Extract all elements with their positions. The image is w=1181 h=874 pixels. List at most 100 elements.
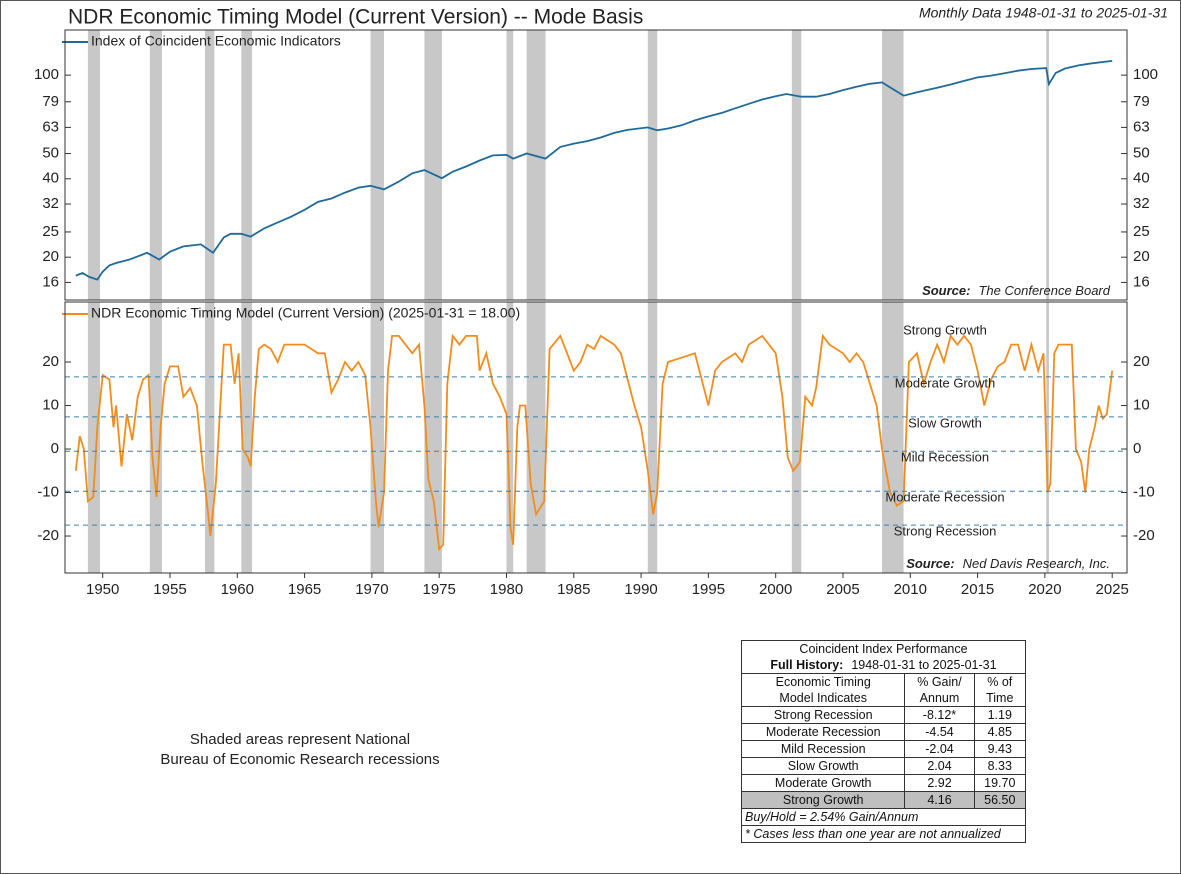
y-tick-label: 10 xyxy=(42,396,59,413)
recession-shade xyxy=(526,302,546,573)
table-cell: -8.12* xyxy=(904,706,975,724)
source-note: Source: Ned Davis Research, Inc. xyxy=(906,556,1110,571)
x-tick-label: 1985 xyxy=(557,581,590,598)
header-line: Model Indicates xyxy=(779,691,867,705)
y-tick-label: 50 xyxy=(42,145,59,162)
table-header-cell: % Gain/Annum xyxy=(904,673,975,707)
table-cell: Strong Growth xyxy=(740,791,906,809)
y-tick-label: 20 xyxy=(42,353,59,370)
y-tick-label: 63 xyxy=(1133,118,1150,135)
recession-shade xyxy=(204,30,215,300)
table-title: Coincident Index Performance xyxy=(799,642,968,656)
y-tick-label: 32 xyxy=(42,195,59,212)
y-tick-label: 16 xyxy=(1133,273,1150,290)
legend-label: NDR Economic Timing Model (Current Versi… xyxy=(91,305,520,321)
table-cell: 56.50 xyxy=(973,791,1027,809)
table-row: Moderate Growth 2.92 19.70 xyxy=(740,774,1027,792)
table-row: Mild Recession -2.04 9.43 xyxy=(740,740,1027,758)
x-tick-label: 1950 xyxy=(86,581,119,598)
table-cell: Mild Recession xyxy=(740,740,906,758)
header-line: % Gain/ xyxy=(917,675,962,689)
table-cell: 2.92 xyxy=(904,774,975,792)
x-tick-label: 2010 xyxy=(894,581,927,598)
y-tick-label: 0 xyxy=(51,440,59,457)
recession-shade xyxy=(370,302,385,573)
y-tick-label: 79 xyxy=(42,93,59,110)
y-tick-label: 10 xyxy=(1133,396,1150,413)
table-row: Strong Recession -8.12* 1.19 xyxy=(740,706,1027,724)
recession-shade xyxy=(506,30,514,300)
table-cell: Slow Growth xyxy=(740,757,906,775)
y-tick-label: 50 xyxy=(1133,145,1150,162)
header-line: Annum xyxy=(919,691,960,705)
table-footnote-row: Buy/Hold = 2.54% Gain/Annum xyxy=(741,808,1026,826)
header-line: % of xyxy=(987,675,1013,689)
y-tick-label: 63 xyxy=(42,118,59,135)
chart-title: NDR Economic Timing Model (Current Versi… xyxy=(68,6,643,29)
table-body: Coincident Index Performance Full History… xyxy=(740,640,1027,843)
table-footnote: Buy/Hold = 2.54% Gain/Annum xyxy=(741,808,1026,826)
recession-shade xyxy=(87,302,100,573)
panel-border xyxy=(64,29,1128,301)
table-cell: 19.70 xyxy=(973,774,1027,792)
x-tick-label: 2000 xyxy=(759,581,792,598)
table-cell: 4.85 xyxy=(973,723,1027,741)
x-tick-label: 1995 xyxy=(692,581,725,598)
table-row: Slow Growth 2.04 8.33 xyxy=(740,757,1027,775)
source-text: Ned Davis Research, Inc. xyxy=(963,556,1110,571)
recession-shade xyxy=(647,302,658,573)
subtitle-range: 1948-01-31 to 2025-01-31 xyxy=(851,658,997,672)
y-tick-label: -20 xyxy=(1133,527,1155,544)
table-row: Coincident Index Performance Full History… xyxy=(741,640,1026,674)
recession-shade xyxy=(424,302,442,573)
y-tick-label: 20 xyxy=(1133,248,1150,265)
y-tick-label: -10 xyxy=(37,483,59,500)
zone-label: Mild Recession xyxy=(901,450,989,465)
table-subtitle: Full History: 1948-01-31 to 2025-01-31 xyxy=(745,657,1022,673)
recession-shade xyxy=(526,30,546,300)
x-tick-label: 1965 xyxy=(288,581,321,598)
table-header-cell: Economic Timing Model Indicates xyxy=(740,673,906,707)
source-label: Source: xyxy=(906,556,954,571)
table-header-cell: % of Time xyxy=(973,673,1027,707)
y-tick-label: 100 xyxy=(34,66,59,83)
x-tick-label: 1975 xyxy=(423,581,456,598)
recession-shade xyxy=(149,302,162,573)
y-tick-label: 40 xyxy=(1133,170,1150,187)
x-tick-label: 2015 xyxy=(961,581,994,598)
recession-shade xyxy=(149,30,162,300)
y-tick-label: 40 xyxy=(42,170,59,187)
recession-shade xyxy=(204,302,215,573)
zone-label: Strong Recession xyxy=(894,524,997,539)
table-header-row: Economic Timing Model Indicates % Gain/Ann… xyxy=(740,673,1027,707)
x-tick-label: 2005 xyxy=(826,581,859,598)
table-footnote: * Cases less than one year are not annua… xyxy=(741,825,1026,843)
zone-label: Strong Growth xyxy=(903,322,987,337)
zone-label: Moderate Growth xyxy=(895,375,995,390)
note-line: Shaded areas represent National xyxy=(189,731,411,748)
table-caption: Coincident Index Performance Full History… xyxy=(741,640,1026,674)
table-row: Strong Growth 4.16 56.50 xyxy=(740,791,1027,809)
source-label: Source: xyxy=(922,283,970,298)
recession-shade xyxy=(1046,302,1049,573)
y-tick-label: 20 xyxy=(1133,353,1150,370)
source-text: The Conference Board xyxy=(978,283,1110,298)
panel-clip xyxy=(74,302,1114,573)
table-cell: Moderate Recession xyxy=(740,723,906,741)
y-tick-label: 25 xyxy=(42,223,59,240)
y-tick-label: 20 xyxy=(42,248,59,265)
x-tick-label: 1955 xyxy=(153,581,186,598)
x-tick-label: 2025 xyxy=(1096,581,1129,598)
table-cell: 2.04 xyxy=(904,757,975,775)
recession-shade xyxy=(370,30,385,300)
table-cell: -4.54 xyxy=(904,723,975,741)
series-line xyxy=(75,60,1113,281)
recession-shade xyxy=(1046,30,1049,300)
x-tick-label: 1970 xyxy=(355,581,388,598)
panel-border xyxy=(64,301,1128,574)
note-line: Bureau of Economic Research recessions xyxy=(160,751,440,768)
zone-label: Slow Growth xyxy=(908,415,982,430)
legend-label: Index of Coincident Economic Indicators xyxy=(91,33,341,49)
